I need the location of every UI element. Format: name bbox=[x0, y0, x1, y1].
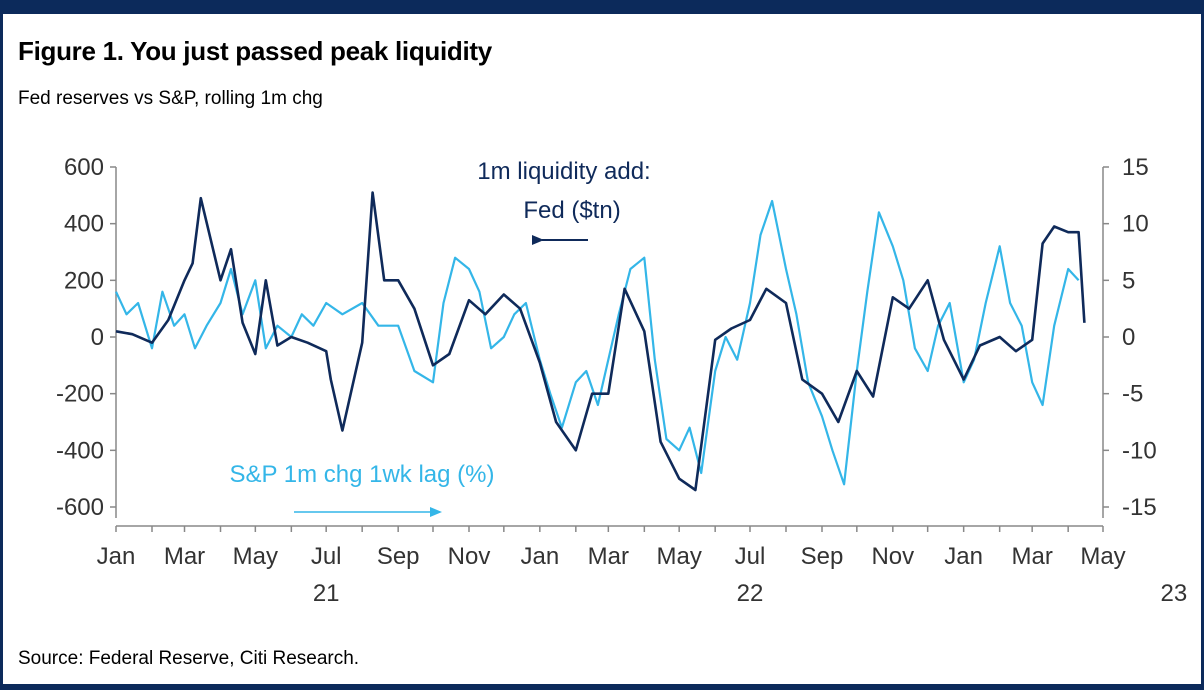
x-tick-label: Nov bbox=[448, 543, 491, 570]
y-right-tick-label: 5 bbox=[1122, 267, 1135, 294]
x-tick-label: May bbox=[233, 543, 278, 570]
y-left-tick-label: -400 bbox=[56, 437, 104, 464]
bottom-rule bbox=[0, 684, 1204, 690]
x-tick-label: Jan bbox=[944, 543, 983, 570]
sp-series-line bbox=[115, 199, 1080, 486]
y-left-tick-label: -200 bbox=[56, 381, 104, 408]
y-right-tick-label: -15 bbox=[1122, 494, 1157, 521]
y-right-tick-label: 10 bbox=[1122, 211, 1149, 238]
x-tick-label: Nov bbox=[871, 543, 914, 570]
y-left-tick-label: 400 bbox=[64, 211, 104, 238]
series-layer bbox=[115, 191, 1086, 492]
annotations: 1m liquidity add: Fed ($tn) S&P 1m chg 1… bbox=[230, 158, 651, 517]
y-left-tick-label: -600 bbox=[56, 494, 104, 521]
left-rule bbox=[0, 14, 3, 684]
source-note: Source: Federal Reserve, Citi Research. bbox=[18, 648, 360, 669]
x-tick-label: Sep bbox=[377, 543, 420, 570]
fed-annotation-line2: Fed ($tn) bbox=[523, 197, 620, 224]
y-right-tick-label: 0 bbox=[1122, 324, 1135, 351]
x-tick-label: Jan bbox=[97, 543, 136, 570]
x-year-label: 23 bbox=[1160, 580, 1187, 607]
sp-annotation: S&P 1m chg 1wk lag (%) bbox=[230, 461, 495, 488]
figure-subtitle: Fed reserves vs S&P, rolling 1m chg bbox=[18, 88, 323, 109]
y-left-tick-label: 200 bbox=[64, 267, 104, 294]
x-tick-label: May bbox=[656, 543, 701, 570]
y-left-tick-label: 600 bbox=[64, 154, 104, 181]
y-left-tick-label: 0 bbox=[91, 324, 104, 351]
x-tick-label: Mar bbox=[1011, 543, 1052, 570]
fed-series-line bbox=[115, 191, 1086, 492]
y-right-tick-label: -5 bbox=[1122, 381, 1143, 408]
x-year-label: 21 bbox=[313, 580, 340, 607]
y-right-tick-label: -10 bbox=[1122, 437, 1157, 464]
x-year-label: 22 bbox=[737, 580, 764, 607]
x-tick-label: Mar bbox=[164, 543, 205, 570]
x-ticks: Jan Mar May Jul Sep Nov Jan Mar May Jul Sep Nov Jan M… bbox=[97, 526, 1187, 607]
figure-title: Figure 1. You just passed peak liquidity bbox=[18, 36, 492, 66]
top-rule bbox=[0, 0, 1204, 14]
x-tick-label: Mar bbox=[588, 543, 629, 570]
y-left-ticks: 600 400 200 0 -200 -400 -600 bbox=[56, 154, 116, 521]
x-tick-label: May bbox=[1080, 543, 1125, 570]
x-tick-label: Jul bbox=[735, 543, 766, 570]
right-rule bbox=[1201, 14, 1204, 684]
x-tick-label: Jan bbox=[520, 543, 559, 570]
x-tick-label: Sep bbox=[801, 543, 844, 570]
fed-annotation-line1: 1m liquidity add: bbox=[477, 158, 650, 185]
axes bbox=[115, 167, 1104, 527]
x-tick-label: Jul bbox=[311, 543, 342, 570]
y-right-tick-label: 15 bbox=[1122, 154, 1149, 181]
y-right-ticks: 15 10 5 0 -5 -10 -15 bbox=[1103, 154, 1157, 521]
